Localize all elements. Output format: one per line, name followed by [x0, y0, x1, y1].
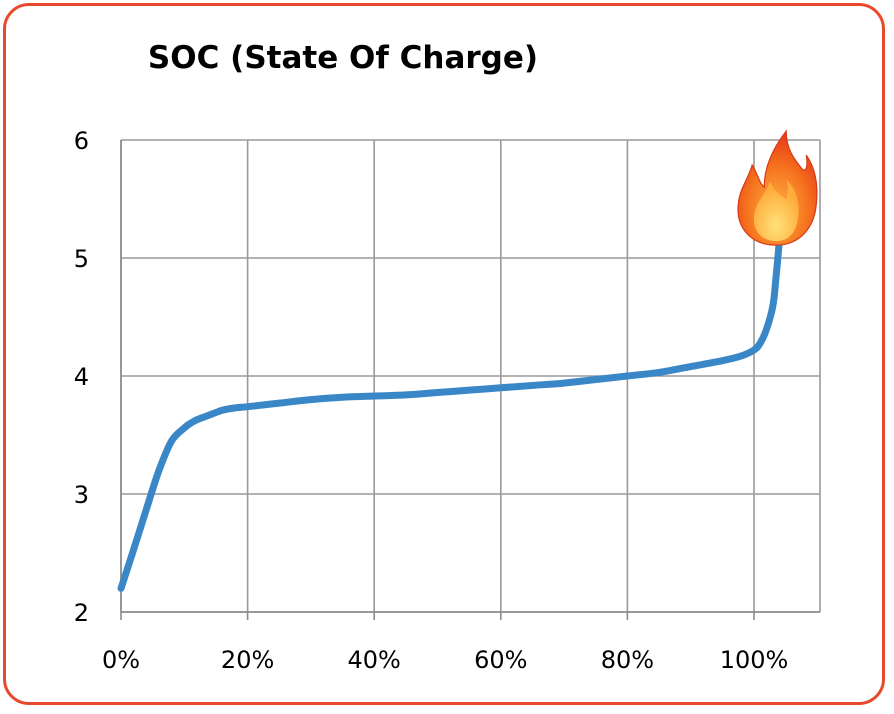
y-tick-label: 4 — [74, 363, 89, 391]
x-tick-label: 100% — [720, 646, 789, 674]
y-tick-labels: 2 3 4 5 6 — [74, 127, 89, 627]
y-tick-label: 6 — [74, 127, 89, 155]
y-tick-label: 2 — [74, 599, 89, 627]
y-tick-label: 5 — [74, 245, 89, 273]
chart-title: SOC (State Of Charge) — [147, 40, 539, 76]
flame-inner — [753, 179, 799, 242]
series-lines — [117, 204, 785, 592]
series-line-0 — [117, 204, 785, 592]
x-tick-label: 80% — [601, 646, 654, 674]
annotations — [737, 129, 818, 246]
x-tick-label: 60% — [474, 646, 527, 674]
grid-lines — [121, 139, 821, 612]
x-tick-label: 0% — [102, 646, 140, 674]
x-tick-label: 40% — [348, 646, 401, 674]
axis-lines — [120, 140, 820, 620]
flame-icon — [737, 129, 818, 246]
y-tick-label: 3 — [74, 481, 89, 509]
x-tick-labels: 0% 20% 40% 60% 80% 100% — [102, 646, 788, 674]
x-tick-label: 20% — [221, 646, 274, 674]
